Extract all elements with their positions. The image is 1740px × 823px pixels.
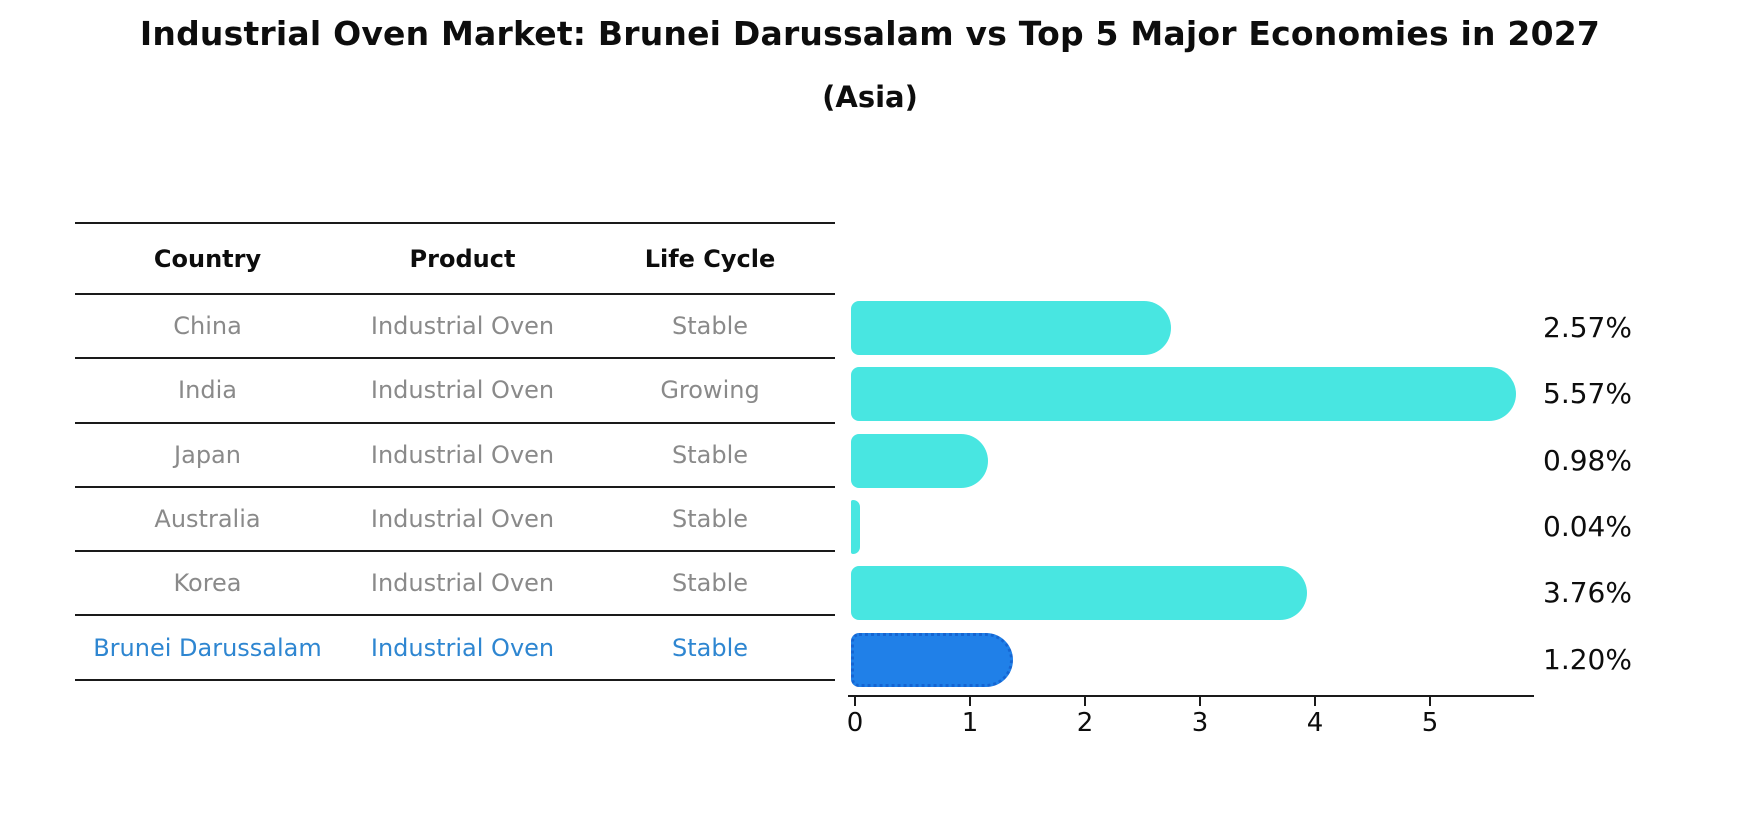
cell-product: Industrial Oven — [370, 440, 555, 469]
x-axis-tick-mark — [1083, 696, 1087, 706]
x-axis-tick-label: 3 — [1191, 708, 1209, 738]
cell-product: Industrial Oven — [370, 569, 555, 598]
bar-india — [851, 367, 1516, 422]
cell-country: Brunei Darussalam — [93, 633, 322, 662]
bar-china — [851, 301, 1171, 356]
cell-country: Korea — [173, 569, 242, 598]
cell-country: India — [178, 376, 237, 405]
cell-country: Australia — [154, 505, 261, 534]
bar-japan — [851, 433, 988, 488]
bar-korea — [851, 566, 1308, 621]
value-label-japan: 0.98% — [1543, 443, 1632, 477]
table-row: Japan Industrial Oven Stable — [75, 424, 835, 488]
cell-country: China — [173, 312, 242, 341]
table-row: India Industrial Oven Growing — [75, 359, 835, 424]
x-axis-tick-label: 0 — [846, 708, 864, 738]
cell-life-cycle: Stable — [671, 505, 749, 534]
bar-brunei-darussalam — [851, 632, 1013, 687]
x-axis-tick-mark — [1428, 696, 1432, 706]
chart-title: Industrial Oven Market: Brunei Darussala… — [139, 14, 1601, 53]
chart-subtitle: (Asia) — [822, 80, 918, 114]
x-axis-tick-label: 1 — [961, 708, 979, 738]
table-rows: China Industrial Oven Stable India Industria… — [75, 295, 835, 681]
cell-life-cycle: Stable — [671, 569, 749, 598]
cell-life-cycle: Stable — [671, 633, 749, 662]
cell-life-cycle: Stable — [671, 312, 749, 341]
cell-life-cycle: Stable — [671, 440, 749, 469]
cell-life-cycle: Growing — [660, 376, 760, 405]
bar-australia — [851, 500, 860, 555]
table-header-country: Country — [153, 244, 262, 273]
value-label-india: 5.57% — [1543, 377, 1632, 411]
table-row: Australia Industrial Oven Stable — [75, 488, 835, 553]
x-axis-tick-label: 4 — [1306, 708, 1324, 738]
x-axis-tick-mark — [853, 696, 857, 706]
x-axis-tick-mark — [968, 696, 972, 706]
table-header-product: Product — [409, 244, 516, 273]
value-label-brunei-darussalam: 1.20% — [1543, 642, 1632, 676]
country-table: Country Product Life Cycle China Industri… — [75, 222, 835, 681]
value-label-korea: 3.76% — [1543, 576, 1632, 610]
cell-product: Industrial Oven — [370, 312, 555, 341]
cell-country: Japan — [174, 440, 241, 469]
x-axis-tick-label: 2 — [1076, 708, 1094, 738]
table-row: Korea Industrial Oven Stable — [75, 552, 835, 617]
x-axis-tick-mark — [1313, 696, 1317, 706]
value-label-china: 2.57% — [1543, 311, 1632, 345]
value-label-australia: 0.04% — [1543, 510, 1632, 544]
cell-product: Industrial Oven — [370, 376, 555, 405]
table-row: China Industrial Oven Stable — [75, 295, 835, 360]
x-axis-tick-mark — [1198, 696, 1202, 706]
cell-product: Industrial Oven — [370, 633, 555, 662]
table-row: Brunei Darussalam Industrial Oven Stable — [75, 616, 835, 681]
table-header-life-cycle: Life Cycle — [644, 244, 776, 273]
cell-product: Industrial Oven — [370, 505, 555, 534]
x-axis-line — [848, 695, 1534, 698]
x-axis-tick-label: 5 — [1421, 708, 1439, 738]
table-header-row: Country Product Life Cycle — [75, 224, 835, 295]
